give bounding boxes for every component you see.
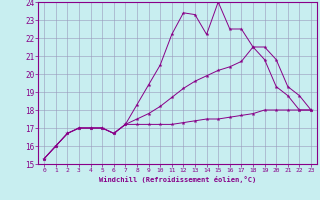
X-axis label: Windchill (Refroidissement éolien,°C): Windchill (Refroidissement éolien,°C) [99, 176, 256, 183]
